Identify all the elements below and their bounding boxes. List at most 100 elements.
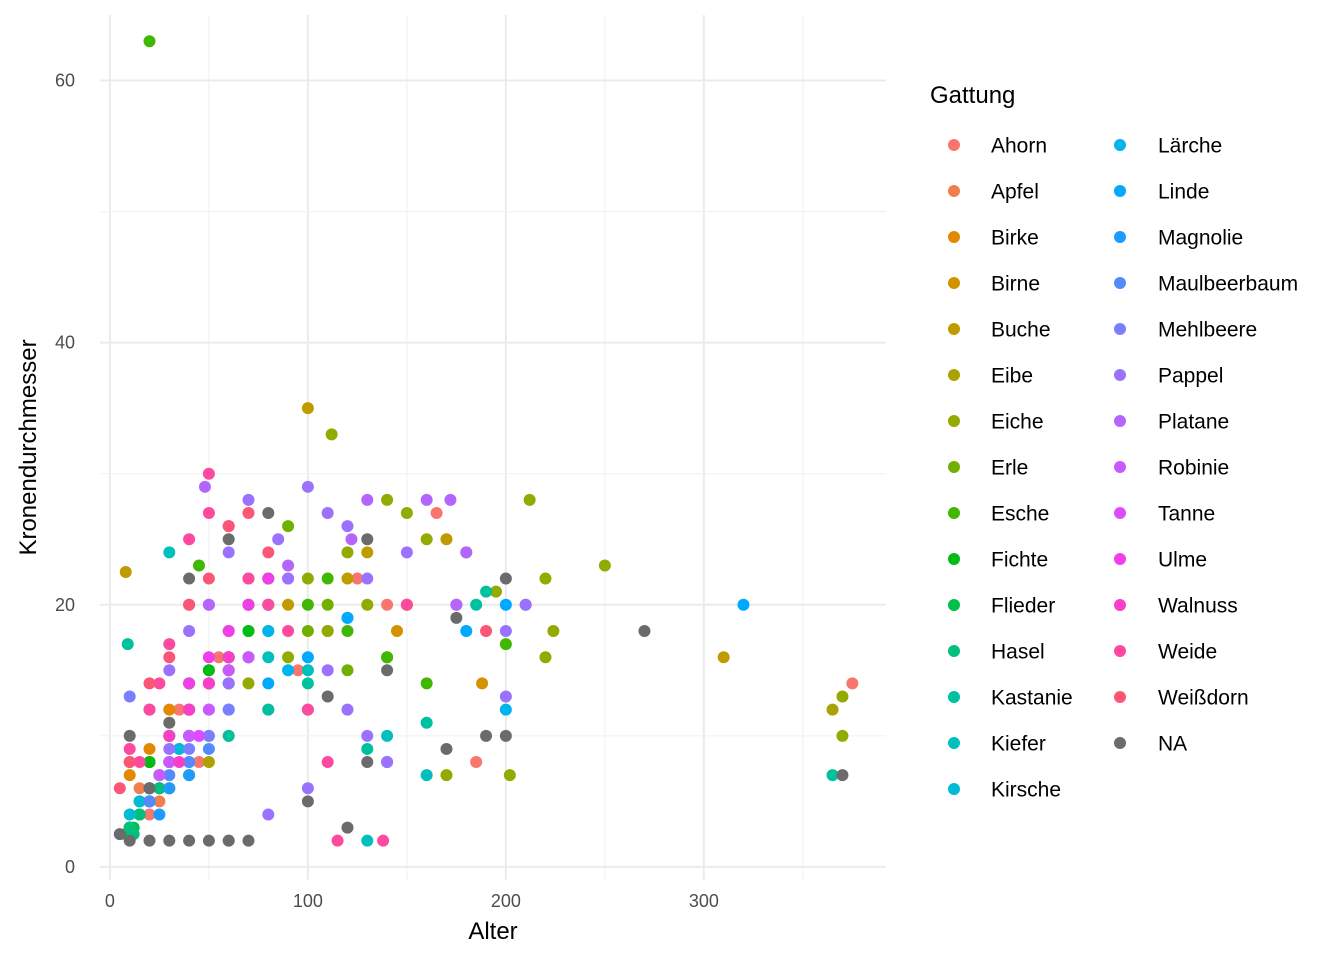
legend-label: Tanne [1158,503,1215,526]
data-point [361,729,374,742]
data-point [361,572,374,585]
data-point [173,742,186,755]
data-point [598,559,611,572]
data-point [381,756,394,769]
legend-label: Walnuss [1158,595,1238,618]
legend-label: Buche [991,319,1051,342]
legend-label: Esche [991,503,1049,526]
data-point [202,729,215,742]
data-point [153,677,166,690]
data-point [539,572,552,585]
data-point [547,624,560,637]
data-point [345,533,358,546]
legend-key [1114,231,1126,243]
data-point [361,493,374,506]
legend-label: Erle [991,457,1028,480]
data-point [123,769,136,782]
data-point [503,769,516,782]
data-point [242,834,255,847]
data-point [381,493,394,506]
data-point [836,690,849,703]
data-point [153,782,166,795]
data-point [282,520,295,533]
data-point [143,703,156,716]
data-point [143,677,156,690]
data-point [242,598,255,611]
legend-key [948,599,960,611]
data-point [222,624,235,637]
data-point [192,756,205,769]
data-point [480,585,493,598]
data-point [539,651,552,664]
data-point [361,546,374,559]
y-tick-label: 0 [65,857,75,877]
data-point [381,598,394,611]
data-point [836,769,849,782]
data-point [325,428,338,441]
data-point [341,546,354,559]
data-point [163,782,176,795]
data-point [262,546,275,559]
data-point [523,493,536,506]
x-axis-title: Alter [468,918,517,945]
data-point [519,598,532,611]
data-point [440,742,453,755]
data-point [341,572,354,585]
data-point [123,729,136,742]
legend-key [1114,737,1126,749]
data-point [143,782,156,795]
data-point [489,585,502,598]
legend-label: Mehlbeere [1158,319,1257,342]
data-point [183,756,196,769]
data-point [341,821,354,834]
legend-key [1114,461,1126,473]
data-point [737,598,750,611]
data-point [183,769,196,782]
data-point [242,572,255,585]
data-point [262,808,275,821]
data-point [262,677,275,690]
data-point [480,624,493,637]
data-point [119,566,132,579]
data-point [282,559,295,572]
y-tick-label: 20 [55,595,75,615]
data-point [341,664,354,677]
data-point [341,520,354,533]
data-point [499,572,512,585]
data-point [202,507,215,520]
data-point [262,624,275,637]
data-point [301,480,314,493]
data-point [183,729,196,742]
data-point [183,742,196,755]
data-point [301,703,314,716]
data-point [202,834,215,847]
data-point [202,703,215,716]
data-point [282,598,295,611]
data-point [341,611,354,624]
data-point [242,493,255,506]
data-point [202,651,215,664]
data-point [321,690,334,703]
data-point [183,703,196,716]
x-tick-label: 0 [105,891,115,911]
data-point [321,507,334,520]
legend-key [1114,645,1126,657]
data-point [202,756,215,769]
data-point [476,677,489,690]
legend-label: Hasel [991,641,1045,664]
data-point [272,533,285,546]
data-point [444,493,457,506]
data-point [361,533,374,546]
data-point [430,507,443,520]
data-point [183,598,196,611]
data-point [301,677,314,690]
data-point [153,795,166,808]
data-point [242,624,255,637]
legend-key [1114,599,1126,611]
data-point [163,769,176,782]
data-point [499,690,512,703]
data-point [163,716,176,729]
data-point [826,769,839,782]
y-axis-title: Kronendurchmesser [15,339,42,555]
